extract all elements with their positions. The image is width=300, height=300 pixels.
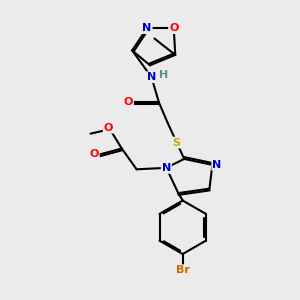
Text: H: H: [159, 70, 169, 80]
Text: Br: Br: [176, 266, 190, 275]
Text: O: O: [89, 149, 99, 160]
Text: N: N: [212, 160, 221, 170]
Text: N: N: [142, 23, 152, 33]
Text: S: S: [173, 138, 181, 148]
Text: O: O: [104, 123, 113, 133]
Text: N: N: [162, 163, 171, 173]
Text: O: O: [124, 98, 133, 107]
Text: O: O: [169, 23, 178, 33]
Text: N: N: [147, 72, 156, 82]
